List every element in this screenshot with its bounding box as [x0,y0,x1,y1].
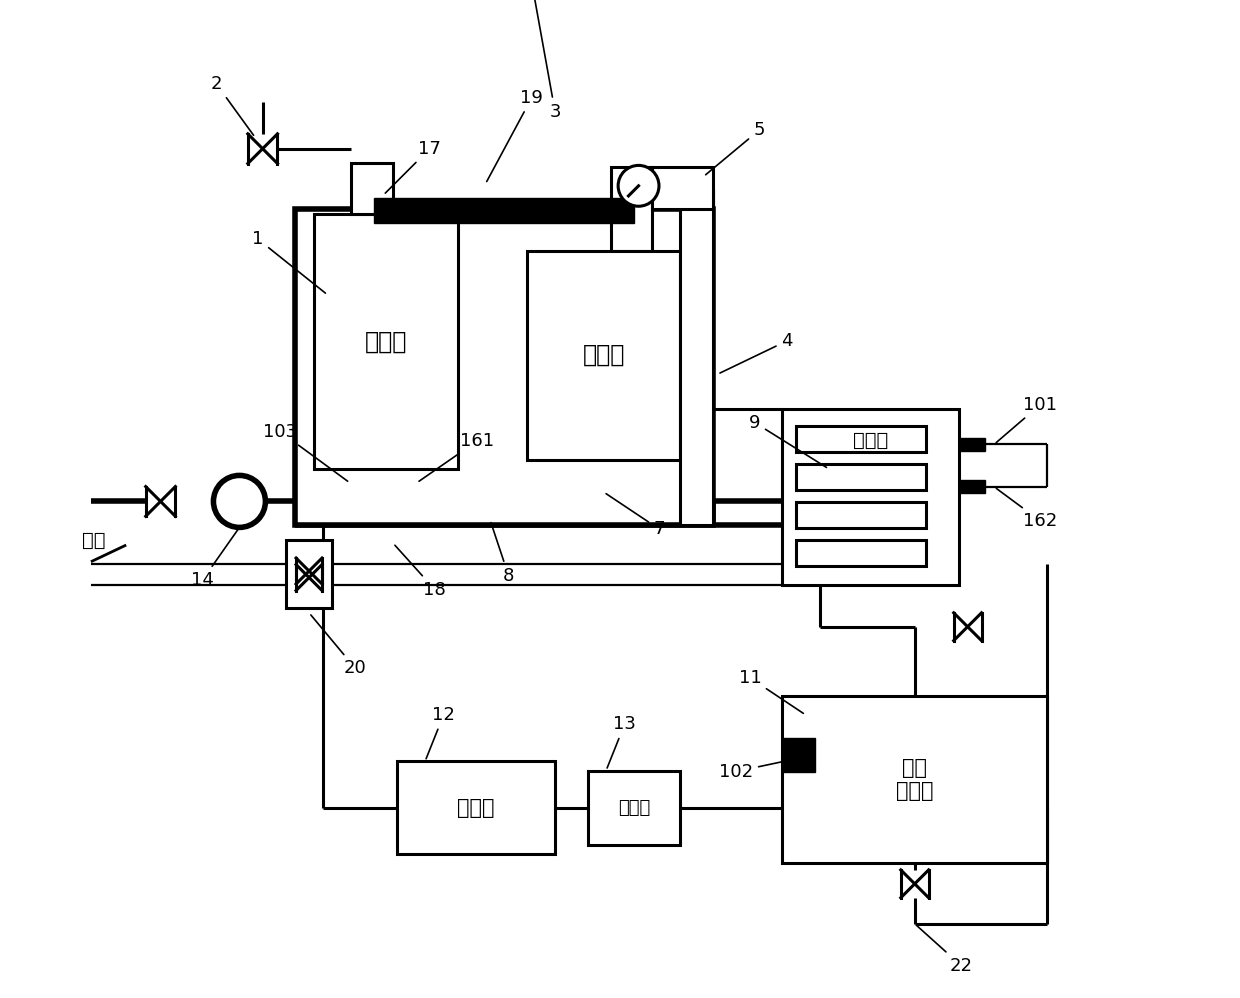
Bar [314,214,458,469]
Text: 102: 102 [719,755,812,780]
Text: 2: 2 [211,75,254,136]
Text: 17: 17 [386,140,441,194]
Text: 分离器: 分离器 [618,798,650,816]
Text: 蒸发室: 蒸发室 [365,329,407,353]
Bar [374,198,634,223]
Circle shape [619,166,658,207]
Text: 1: 1 [252,231,325,293]
Text: 真空泵: 真空泵 [458,797,495,817]
Bar [286,540,332,608]
Text: 冷凝器: 冷凝器 [853,431,888,450]
Text: 3: 3 [532,0,560,121]
Text: 4: 4 [720,331,792,373]
Bar [796,502,926,528]
Text: 真空
缓冲罐: 真空 缓冲罐 [897,758,934,801]
Bar [588,770,681,845]
Text: 19: 19 [487,89,543,182]
Text: 14: 14 [191,530,238,589]
Bar [611,168,652,250]
Bar [527,250,681,460]
Bar [782,697,1047,863]
Bar [796,426,926,452]
Text: 161: 161 [419,432,494,481]
Bar [959,438,985,451]
Text: 13: 13 [608,716,636,768]
Text: 9: 9 [749,413,827,467]
Bar [351,163,393,214]
Text: 18: 18 [394,545,446,599]
Bar [397,761,556,854]
Bar [782,739,815,771]
Bar [796,540,926,567]
Text: 进水: 进水 [82,531,105,550]
Text: 7: 7 [606,494,665,538]
Circle shape [213,475,265,527]
Text: 8: 8 [491,523,515,585]
Bar [295,209,713,525]
Bar [681,191,713,525]
Text: 12: 12 [427,706,455,758]
Text: 103: 103 [263,423,347,481]
Text: 11: 11 [739,669,804,714]
Text: 5: 5 [706,121,765,175]
Text: 分离室: 分离室 [583,343,625,367]
Bar [796,464,926,490]
Text: 20: 20 [311,615,367,678]
Text: 22: 22 [916,925,972,974]
Text: 162: 162 [996,488,1058,530]
Bar [652,168,713,209]
Text: 101: 101 [996,395,1058,442]
Bar [959,480,985,493]
Bar [782,408,959,585]
